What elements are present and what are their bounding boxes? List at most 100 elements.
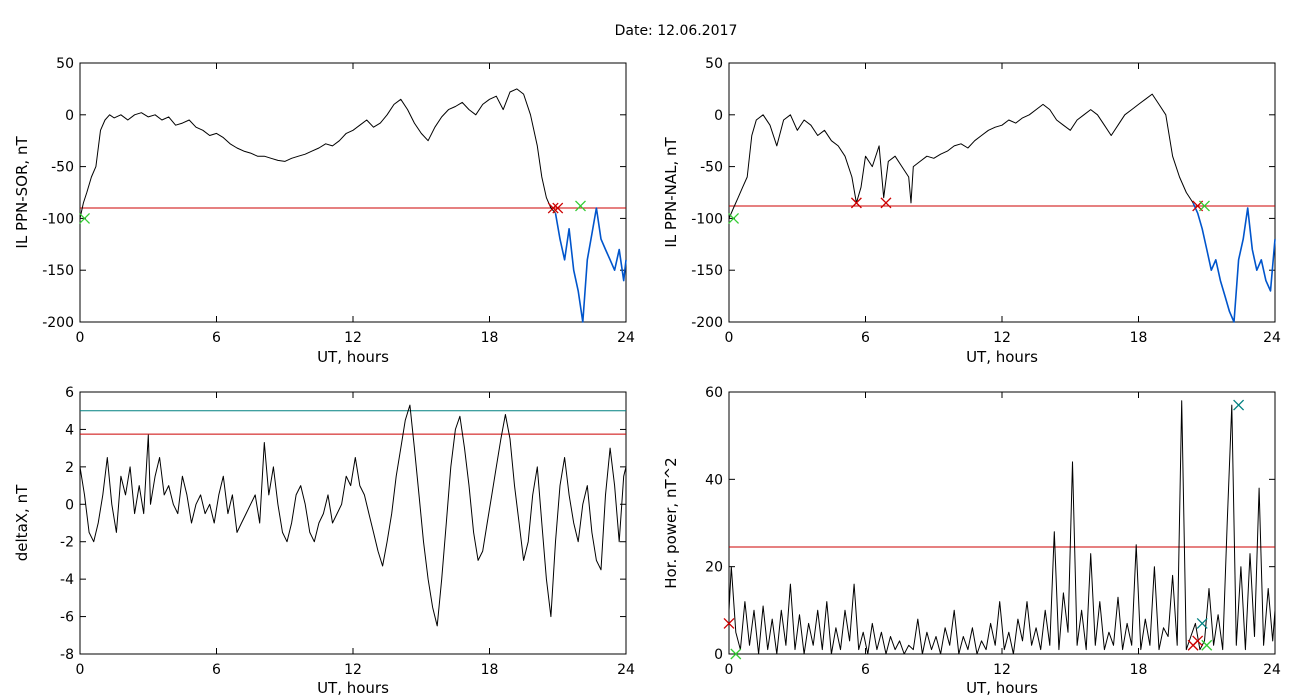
x-tick-label: 6 (861, 330, 870, 346)
x-axis-label: UT, hours (966, 348, 1038, 366)
y-tick-label: -8 (60, 647, 74, 663)
event-marker (547, 202, 559, 214)
series-line (728, 93, 1194, 219)
event-marker-stroke (723, 617, 735, 629)
y-tick-label: 0 (65, 108, 74, 124)
x-tick-label: 0 (76, 330, 85, 346)
x-tick-label: 12 (993, 330, 1011, 346)
event-marker (728, 212, 740, 224)
x-tick-label: 18 (1130, 662, 1148, 678)
event-marker (723, 617, 735, 629)
y-tick-label: -150 (691, 263, 723, 279)
y-tick-label: -4 (60, 572, 74, 588)
x-tick-label: 12 (344, 330, 362, 346)
event-marker-stroke (547, 202, 559, 214)
y-tick-label: -6 (60, 610, 74, 626)
x-tick-labels: 0 6 12 18 24 (76, 662, 635, 678)
event-marker-stroke (1196, 617, 1208, 629)
y-tick-label: 50 (56, 56, 74, 72)
y-axis-label: IL PPN-NAL, nT (662, 137, 680, 248)
event-marker-stroke (728, 212, 740, 224)
event-marker (1192, 635, 1204, 647)
x-axis-label: UT, hours (966, 679, 1038, 697)
panel-sor: 50 0 -50 -100 -150 -200 0 6 12 18 24 UT,… (13, 56, 635, 366)
x-tick-label: 18 (481, 330, 499, 346)
chart-marks (79, 391, 627, 655)
x-tick-labels: 0 6 12 18 24 (76, 330, 635, 346)
y-tick-label: -50 (700, 160, 723, 176)
x-tick-label: 0 (725, 662, 734, 678)
y-tick-labels: 50 0 -50 -100 -150 -200 (691, 56, 723, 331)
x-tick-label: 0 (76, 662, 85, 678)
x-tick-label: 6 (212, 662, 221, 678)
y-axis-label: deltaX, nT (13, 484, 31, 561)
y-tick-label: -200 (691, 315, 723, 331)
y-tick-label: 20 (705, 560, 723, 576)
y-tick-label: 6 (65, 385, 74, 401)
chart-marks (728, 62, 1276, 323)
event-marker (1199, 200, 1210, 212)
event-marker-stroke (1199, 200, 1210, 212)
x-tick-label: 12 (993, 662, 1011, 678)
x-tick-labels: 0 6 12 18 24 (725, 662, 1281, 678)
event-marker-stroke (575, 200, 586, 212)
y-tick-label: -100 (42, 211, 74, 227)
plot-frame (728, 391, 1276, 655)
x-axis-label: UT, hours (317, 679, 389, 697)
chart-marks (723, 391, 1276, 660)
x-tick-label: 24 (1263, 330, 1281, 346)
x-tick-label: 18 (1130, 330, 1148, 346)
y-tick-label: 2 (65, 460, 74, 476)
plot-frame (728, 62, 1276, 323)
plot-frame (79, 391, 627, 655)
event-marker (1201, 639, 1213, 651)
x-axis-label: UT, hours (317, 348, 389, 366)
figure-title: Date: 12.06.2017 (615, 23, 738, 39)
y-tick-label: 0 (714, 108, 723, 124)
event-marker-stroke (1233, 399, 1245, 411)
chart-marks (79, 62, 627, 323)
x-tick-label: 18 (481, 662, 499, 678)
y-tick-labels: 60 40 20 0 (705, 385, 723, 663)
x-tick-label: 24 (1263, 662, 1281, 678)
x-tick-label: 12 (344, 662, 362, 678)
y-tick-label: -200 (42, 315, 74, 331)
event-marker (730, 648, 742, 660)
series-line (79, 88, 556, 219)
x-tick-label: 6 (861, 662, 870, 678)
panel-power: 60 40 20 0 0 6 12 18 24 UT, hours Hor. p… (662, 385, 1281, 697)
x-tick-label: 0 (725, 330, 734, 346)
y-tick-label: 50 (705, 56, 723, 72)
y-tick-label: 0 (65, 497, 74, 513)
y-axis-label: Hor. power, nT^2 (662, 457, 680, 588)
event-marker (575, 200, 586, 212)
event-marker-stroke (880, 197, 892, 209)
event-marker-stroke (1192, 635, 1204, 647)
event-marker (1233, 399, 1245, 411)
y-tick-labels: 6 4 2 0 -2 -4 -6 -8 (60, 385, 74, 663)
y-tick-label: 60 (705, 385, 723, 401)
event-marker-stroke (730, 648, 742, 660)
x-tick-label: 24 (617, 330, 635, 346)
x-tick-label: 6 (212, 330, 221, 346)
x-tick-label: 24 (617, 662, 635, 678)
y-tick-label: 0 (714, 647, 723, 663)
y-axis-label: IL PPN-SOR, nT (13, 136, 31, 249)
y-tick-label: 40 (705, 472, 723, 488)
event-marker-stroke (79, 212, 91, 224)
plot-frame (79, 62, 627, 323)
panel-deltax: 6 4 2 0 -2 -4 -6 -8 0 6 12 18 24 UT, hou… (13, 385, 635, 697)
y-tick-labels: 50 0 -50 -100 -150 -200 (42, 56, 74, 331)
event-marker (79, 212, 91, 224)
panel-nal: 50 0 -50 -100 -150 -200 0 6 12 18 24 UT,… (662, 56, 1281, 366)
series-line-highlight (1192, 202, 1276, 323)
event-marker-stroke (850, 197, 862, 209)
x-tick-labels: 0 6 12 18 24 (725, 330, 1281, 346)
event-marker (880, 197, 892, 209)
event-marker (1196, 617, 1208, 629)
series-line (79, 404, 627, 627)
series-line-highlight (554, 207, 627, 323)
event-marker-stroke (552, 202, 564, 214)
y-tick-label: -150 (42, 263, 74, 279)
event-marker-stroke (1201, 639, 1213, 651)
